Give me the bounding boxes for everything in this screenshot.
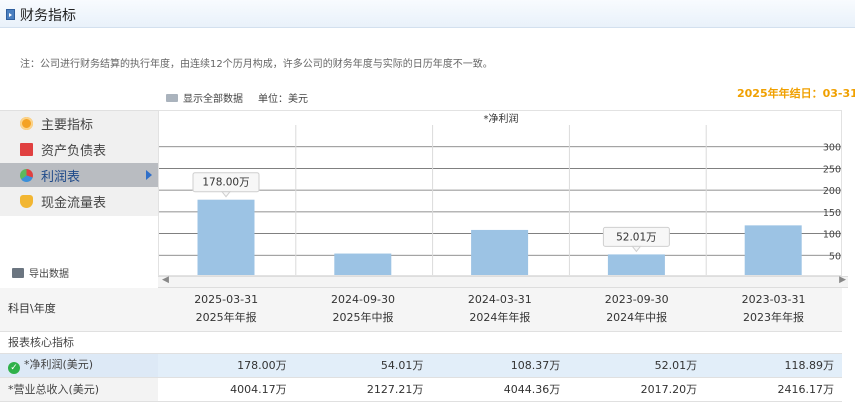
sidebar-item-label: 现金流量表 [41,195,107,211]
column-report: 2024年年报 [469,311,531,325]
column-header: 2023-03-31 2023年年报 [705,288,842,332]
table-cell: 2416.17万 [705,377,842,402]
show-all-data-label: 显示全部数据 [183,94,243,105]
column-date: 2024-03-31 [467,293,532,307]
column-date: 2024-09-30 [331,293,395,307]
scroll-left-icon[interactable]: ◀ [162,275,169,285]
column-report: 2024年中报 [606,311,668,325]
row-label: *营业总收入(美元) [0,377,158,402]
data-label: 178.00万 [202,177,249,189]
section-label: 报表核心指标 [0,331,158,354]
data-label-pointer [631,245,642,253]
show-all-data-toggle[interactable]: 显示全部数据 [166,90,243,105]
y-tick-label: 250 [823,164,841,175]
sidebar-item-label: 主要指标 [41,117,94,133]
scroll-right-icon[interactable]: ▶ [839,275,846,285]
pie-chart-icon [20,168,33,182]
sidebar-item-cash-flow[interactable]: 现金流量表 [0,189,158,213]
table-section-row: 报表核心指标 [0,331,842,354]
sidebar: 主要指标 资产负债表 利润表 现金流量表 [0,110,158,216]
data-label: 52.01万 [616,231,657,243]
sidebar-item-main-indicators[interactable]: 主要指标 [0,111,158,135]
page-title: 财务指标 [20,8,76,24]
bar [744,225,802,275]
financial-table: 科目\年度 2025-03-31 2025年年报 2024-09-30 2025年中… [0,288,842,402]
column-header: 2023-09-30 2024年中报 [568,288,706,332]
table-header-row: 科目\年度 2025-03-31 2025年年报 2024-09-30 2025年中… [0,288,842,332]
column-report: 2025年年报 [195,311,257,325]
table-cell: 54.01万 [294,353,432,378]
y-tick-label: 300 [823,143,841,154]
chart-horizontal-scrollbar[interactable]: ◀ ▶ [158,275,848,288]
y-tick-label: 150 [823,208,841,219]
y-tick-label: 200 [823,186,841,197]
column-date: 2023-03-31 [741,293,806,307]
sidebar-item-balance-sheet[interactable]: 资产负债表 [0,137,158,161]
table-cell: 2017.20万 [568,377,706,402]
export-data-label: 导出数据 [29,269,69,280]
toggle-icon [166,93,178,102]
net-profit-chart: *净利润 50 100 150 200 250 300 178.00万 52.01万 [158,110,842,276]
chart-title-strip [159,111,841,125]
export-icon [12,267,24,278]
column-header: 2024-03-31 2024年年报 [431,288,569,332]
export-data-button[interactable]: 导出数据 [12,265,69,280]
sidebar-item-label: 利润表 [41,169,81,185]
row-label-text: *净利润(美元) [24,358,94,371]
y-tick-label: 50 [829,251,841,262]
check-icon: ✓ [8,362,20,374]
coins-icon [20,194,33,208]
bar [471,229,529,275]
column-report: 2023年年报 [743,311,805,325]
table-cell: 108.37万 [431,353,569,378]
bar [334,253,392,275]
section-marker-icon [6,9,15,20]
fiscal-year-end: 2025年年结日：03-31 [737,87,855,100]
table-cell: 52.01万 [568,353,706,378]
chart-title: *净利润 [484,112,519,125]
bar [607,254,665,275]
y-tick-label: 100 [823,230,841,241]
table-cell: 4004.17万 [157,377,295,402]
table-cell: 4044.36万 [431,377,569,402]
fiscal-year-note: 注：公司进行财务结算的执行年度，由连续12个历月构成，许多公司的财务年度与实际的… [20,59,493,70]
document-icon [20,142,33,156]
sidebar-item-label: 资产负债表 [41,143,107,159]
sidebar-item-income-statement[interactable]: 利润表 [0,163,158,187]
table-row[interactable]: *营业总收入(美元) 4004.17万 2127.21万 4044.36万 20… [0,377,842,402]
unit-label: 单位：美元 [258,94,308,105]
row-label: ✓ *净利润(美元) [0,353,158,378]
column-report: 2025年中报 [332,311,394,325]
page-header: 财务指标 [0,0,855,28]
data-label-pointer [220,191,232,198]
table-cell: 118.89万 [705,353,842,378]
chart-canvas: *净利润 50 100 150 200 250 300 178.00万 52.01万 [159,111,841,275]
column-header: 2024-09-30 2025年中报 [294,288,432,332]
column-date: 2023-09-30 [604,293,669,307]
table-cell: 2127.21万 [294,377,432,402]
bar [197,199,255,275]
table-cell: 178.00万 [157,353,295,378]
table-row[interactable]: ✓ *净利润(美元) 178.00万 54.01万 108.37万 52.01万 … [0,353,842,378]
header-label: 科目\年度 [0,288,158,332]
chevron-right-icon [146,170,152,180]
column-header: 2025-03-31 2025年年报 [157,288,295,332]
column-date: 2025-03-31 [194,293,259,307]
gear-icon [20,116,33,130]
